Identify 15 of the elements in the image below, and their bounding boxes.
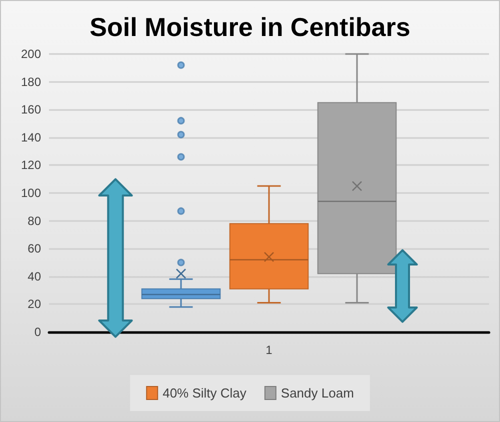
y-tick-label: 180 — [20, 74, 42, 89]
y-tick-label: 80 — [28, 214, 42, 228]
legend-label: 40% Silty Clay — [162, 386, 247, 400]
y-tick-label: 140 — [20, 130, 42, 144]
y-tick-label: 40 — [28, 269, 42, 284]
chart-title: Soil Moisture in Centibars — [90, 12, 410, 42]
y-tick-label: 100 — [20, 186, 42, 200]
x-tick-label: 1 — [266, 343, 273, 357]
y-tick-label: 60 — [28, 242, 42, 256]
y-tick-label: 0 — [34, 325, 42, 339]
y-tick-label: 200 — [20, 47, 42, 61]
legend-label: Sandy Loam — [280, 386, 354, 400]
y-tick-label: 120 — [20, 158, 42, 172]
y-tick-label: 160 — [20, 102, 42, 117]
y-tick-label: 20 — [28, 297, 42, 312]
